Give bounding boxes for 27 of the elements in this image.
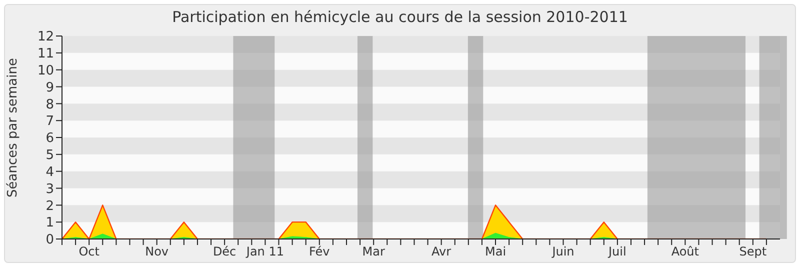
x-tick-label: Juin: [551, 244, 574, 259]
x-tick-label: Août: [671, 244, 700, 259]
x-tick-label: Oct: [78, 244, 100, 259]
y-tick-label: 1: [46, 216, 54, 231]
y-axis-title: Séances par semaine: [6, 58, 21, 198]
x-tick-label: Avr: [432, 244, 452, 259]
y-tick-label: 8: [46, 97, 54, 112]
x-tick-label: Jan 11: [245, 244, 284, 259]
y-tick-label: 10: [37, 63, 54, 78]
chart-title: Participation en hémicycle au cours de la session 2010-2011: [171, 8, 629, 26]
y-tick-label: 9: [46, 80, 54, 96]
y-tick-label: 0: [46, 232, 54, 248]
x-tick-label: Fév: [309, 244, 330, 259]
y-tick-label: 4: [46, 164, 54, 180]
y-tick-label: 5: [46, 148, 54, 164]
x-tick-label: Sept: [739, 244, 767, 259]
y-tick-label: 3: [46, 182, 54, 197]
y-tick-label: 11: [37, 46, 54, 62]
y-tick-label: 7: [46, 114, 54, 130]
x-tick-label: Mar: [362, 244, 385, 259]
x-tick-label: Mai: [484, 244, 506, 259]
x-tick-label: Nov: [145, 244, 169, 259]
y-tick-label: 6: [46, 131, 54, 146]
y-tick-label: 2: [46, 198, 54, 214]
y-tick-label: 12: [37, 30, 54, 45]
x-tick-label: Juil: [608, 244, 626, 259]
x-tick-label: Déc: [212, 244, 236, 259]
